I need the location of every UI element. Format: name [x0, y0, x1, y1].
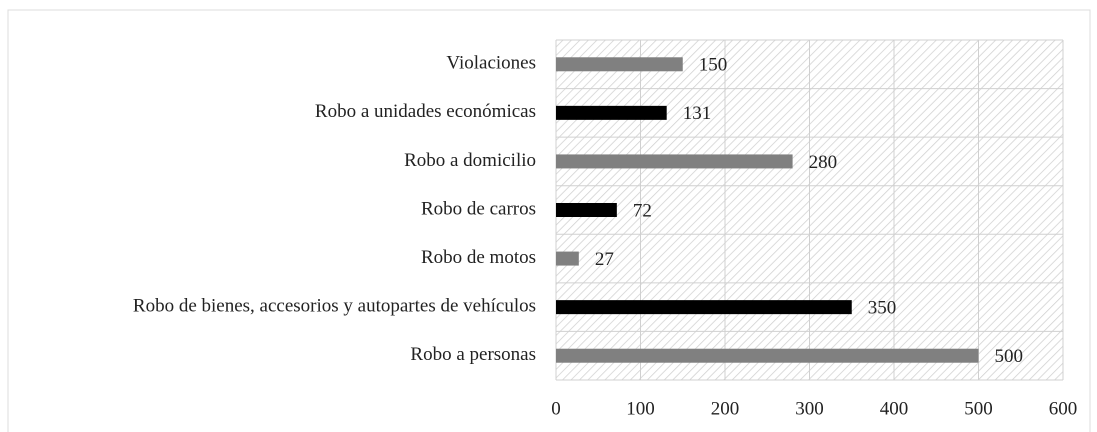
x-tick-label: 100 [626, 398, 655, 419]
value-label: 280 [809, 152, 838, 173]
y-tick-label: Violaciones [446, 53, 536, 74]
bar [556, 203, 617, 217]
value-label: 150 [699, 55, 728, 76]
x-tick-label: 200 [711, 398, 740, 419]
bar [556, 154, 793, 169]
y-tick-label: Robo de bienes, accesorios y autopartes … [133, 296, 536, 317]
chart-border [7, 9, 1091, 432]
y-tick-label: Robo de carros [421, 198, 536, 219]
x-tick-label: 400 [880, 398, 909, 419]
value-label: 27 [595, 249, 614, 270]
y-tick-label: Robo a personas [410, 344, 536, 365]
bar [556, 300, 852, 315]
x-tick-label: 500 [964, 398, 993, 419]
value-label: 500 [995, 346, 1024, 367]
y-tick-label: Robo de motos [421, 247, 536, 268]
value-label: 350 [868, 298, 897, 319]
x-tick-label: 0 [551, 398, 561, 419]
value-label: 131 [683, 103, 712, 124]
value-label: 72 [633, 200, 652, 221]
x-tick-label: 600 [1049, 398, 1078, 419]
bar [556, 251, 579, 266]
x-tick-label: 300 [795, 398, 824, 419]
y-tick-label: Robo a unidades económicas [315, 101, 536, 122]
y-tick-label: Robo a domicilio [404, 150, 536, 171]
bar [556, 348, 979, 363]
bar [556, 57, 683, 72]
bar [556, 105, 667, 120]
